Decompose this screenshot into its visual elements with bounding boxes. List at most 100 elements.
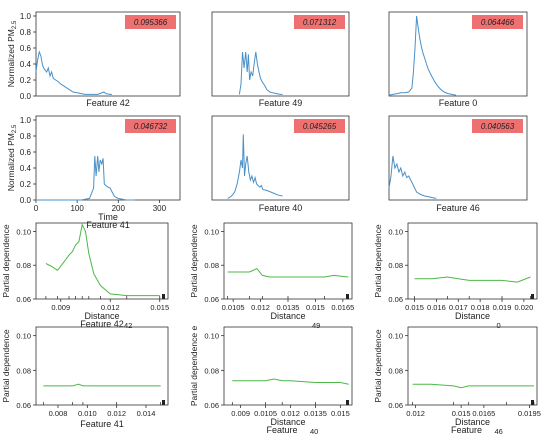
y-tick-label: 0.0 [20,92,32,101]
x-tick-label: 0.0165 [472,409,495,418]
feature-label: Feature 40 [259,203,303,213]
feature-label: Feature 42 [80,319,124,329]
pm-series-line [238,51,283,95]
rug-block [162,294,165,299]
pdp-panel: 0.06 0.08 0.10 0.009 0.012 0.015 Partial depen… [1,222,169,330]
feature-label: Feature [451,425,482,435]
feature-subscript: 49 [312,321,320,330]
y-tick-label: 0.6 [20,44,32,53]
x-tick-label: 0.015 [331,409,350,418]
x-tick-label: 0.010 [78,409,97,418]
feature-label: Feature 42 [86,98,130,108]
y-axis-label: Partial dependence [373,224,383,298]
plot-frame [35,115,181,201]
pd-series-line [414,276,531,283]
score-badge-text: 0.095366 [134,18,168,27]
y-tick-label: 0.4 [20,164,32,173]
y-tick-label: 0.6 [20,148,32,157]
y-tick-label: 0.08 [16,366,31,375]
rug-block [346,294,349,299]
pdp-panel: 0.06 0.08 0.10 0.015 0.016 0.017 0.018 0.019 0.0… [373,222,538,330]
y-axis-label: Partial dependence [373,329,383,403]
x-axis-label: Distance [270,417,305,427]
pm-series-line [35,50,113,95]
plot-frame [407,222,538,300]
plot-frame [388,11,528,97]
y-tick-label: 0.2 [20,180,32,189]
y-tick-label: 0.10 [16,332,31,341]
pdp-panel: 0.06 0.08 0.10 0.0105 0.012 0.0135 0.015 0.0165… [189,222,354,330]
score-badge [125,119,176,133]
x-axis-label: Time [98,212,118,222]
plot-frame [211,11,350,97]
y-tick-label: 0.8 [20,28,32,37]
x-tick-label: 0.008 [49,409,68,418]
x-tick-label: 0.017 [449,303,468,312]
y-axis-label: Partial dependence [1,224,11,298]
feature-subscript: 40 [310,427,318,436]
y-tick-label: 0.06 [204,295,219,304]
x-tick-label: 0.0195 [518,409,541,418]
x-tick-label: 300 [153,204,167,213]
y-tick-label: 1.0 [20,12,32,21]
y-axis-label: Partial dependence e [189,326,199,407]
score-badge [294,119,345,133]
y-axis-label: Partial dependence [189,224,199,298]
score-badge [472,119,523,133]
pdp-panel: 0.06 0.08 0.10 0.008 0.010 0.012 0.014 Partial … [1,326,169,429]
y-tick-label: 0.10 [204,227,219,236]
x-axis-label: Distance [84,311,119,321]
pd-series-line [227,267,349,278]
y-axis-label: Normalized PM2.5 [6,124,18,191]
plot-frame [223,326,353,406]
y-tick-label: 0.10 [388,227,403,236]
y-tick-label: 0.2 [20,76,32,85]
plot-frame [35,11,181,97]
pm-series-line [388,155,437,199]
score-badge-text: 0.045265 [303,122,337,131]
score-badge-text: 0.064466 [481,18,515,27]
plot-frame [35,326,169,406]
x-tick-label: 0.012 [101,303,120,312]
pd-series-line [43,383,161,387]
x-tick-label: 200 [112,204,126,213]
y-tick-label: 0.4 [20,60,32,69]
feature-label: Feature 41 [80,419,124,429]
x-tick-label: 0.020 [514,303,533,312]
y-tick-label: 0.10 [204,332,219,341]
y-tick-label: 0.10 [388,332,403,341]
x-tick-label: 0.012 [281,409,300,418]
x-tick-label: 0.009 [231,409,250,418]
pm-series-line [388,15,457,96]
y-tick-label: 0.8 [20,132,32,141]
y-tick-label: 0.08 [388,366,403,375]
pdp-panel: 0.06 0.08 0.10 0.009 0.0105 0.012 0.0135 0.015 P… [189,326,353,436]
score-badge [294,15,345,29]
y-tick-label: 0.06 [16,295,31,304]
feature-label: Feature 41 [86,220,130,230]
y-axis-label: Normalized PM2.5 [6,20,18,87]
x-tick-label: 100 [70,204,84,213]
y-tick-label: 1.0 [20,116,32,125]
pm-series-line [36,155,135,201]
x-axis-label: Distance [270,311,305,321]
x-tick-label: 0.018 [471,303,490,312]
pd-series-line [45,223,160,297]
plot-frame [35,222,169,300]
x-tick-label: 0.0165 [331,303,354,312]
x-tick-label: 0.012 [251,303,270,312]
x-tick-label: 0.015 [306,303,325,312]
rug-block [531,294,534,299]
time-panel: 0.040563 Feature 46 [388,115,528,213]
y-tick-label: 0.08 [204,366,219,375]
time-panel: 0.064466 Feature 0 [388,11,528,108]
time-panel: 0.045265 Feature 40 [211,115,350,213]
x-tick-label: 0.0135 [277,303,300,312]
x-tick-label: 0.0135 [304,409,327,418]
x-tick-label: 0 [34,204,39,213]
plot-frame [407,326,538,406]
x-tick-label: 0.015 [405,303,424,312]
time-panel: 0.071312 Feature 49 [211,11,350,108]
pd-series-line [232,378,349,385]
